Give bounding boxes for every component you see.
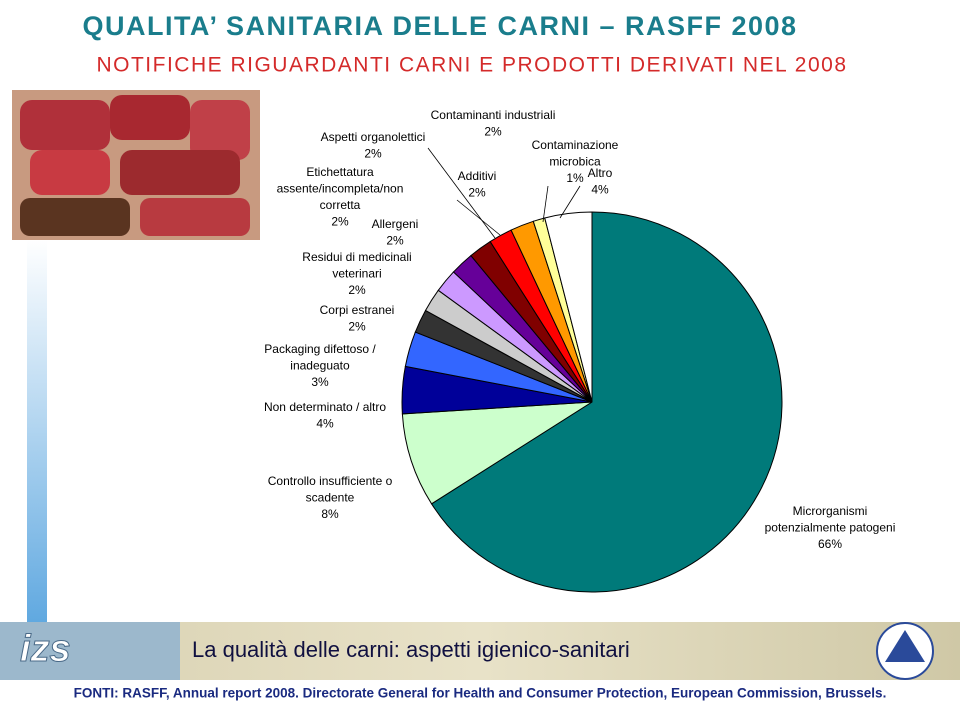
slice-label: Controllo insufficiente o scadente (268, 474, 393, 505)
slice-label: Corpi estranei (320, 303, 395, 317)
leader-line (427, 147, 496, 239)
slice-label: Packaging difettoso / inadeguato (264, 342, 376, 373)
pie: Microrganismi potenzialmente patogeni 66% C… (264, 108, 896, 593)
slice-label: Aspetti organolettici (321, 130, 426, 144)
slice-value-label: 3% (311, 375, 329, 389)
subtitle: NOTIFICHE RIGUARDANTI CARNI E PRODOTTI D… (96, 54, 847, 77)
slice-value-label: 2% (386, 234, 404, 248)
slice-label: Additivi (458, 169, 497, 183)
source: FONTI: RASFF, Annual report 2008. Direct… (74, 686, 887, 701)
slice-label: Altro (588, 166, 613, 180)
slice-label: Microrganismi potenzialmente patogeni (765, 504, 896, 535)
slice-value-label: 2% (348, 283, 366, 297)
slice-value-label: 4% (316, 417, 334, 431)
meat-photo (12, 90, 260, 240)
logo: izs (20, 628, 71, 670)
slice-label: Contaminazione microbica (532, 138, 619, 169)
slice-label: Non determinato / altro (264, 400, 386, 414)
slice-value-label: 66% (818, 537, 842, 551)
slice-label: Allergeni (372, 217, 419, 231)
slice-label: Residui di medicinali veterinari (302, 250, 411, 281)
banner-text: La qualità delle carni: aspetti igienico… (192, 637, 630, 662)
leader-line (542, 185, 549, 223)
slice-label: Contaminanti industriali (431, 108, 556, 122)
title: QUALITA’ SANITARIA DELLE CARNI – RASFF 2… (82, 11, 797, 41)
footer-banner: izs La qualità delle carni: aspetti igie… (0, 622, 960, 680)
slice-value-label: 2% (364, 147, 382, 161)
leader-line (456, 199, 501, 236)
side-strip (27, 240, 47, 625)
slice-value-label: 2% (484, 125, 502, 139)
pie-slice (544, 211, 593, 403)
slice-value-label: 8% (321, 507, 339, 521)
slice-value-label: 2% (348, 320, 366, 334)
leader-line (559, 185, 581, 219)
slice-value-label: 4% (591, 183, 609, 197)
slice-label: Etichettatura assente/incompleta/non corre… (277, 165, 404, 212)
slice-value-label: 2% (468, 186, 486, 200)
slice-value-label: 1% (566, 171, 584, 185)
pie-slice (401, 401, 593, 505)
slice-value-label: 2% (331, 215, 349, 229)
pie-slice (430, 211, 783, 593)
